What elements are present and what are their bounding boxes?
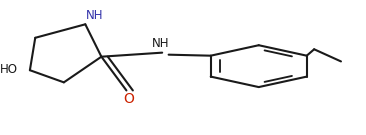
Text: NH: NH bbox=[152, 37, 169, 50]
Text: HO: HO bbox=[0, 63, 18, 76]
Text: O: O bbox=[123, 92, 134, 106]
Text: NH: NH bbox=[86, 9, 103, 22]
